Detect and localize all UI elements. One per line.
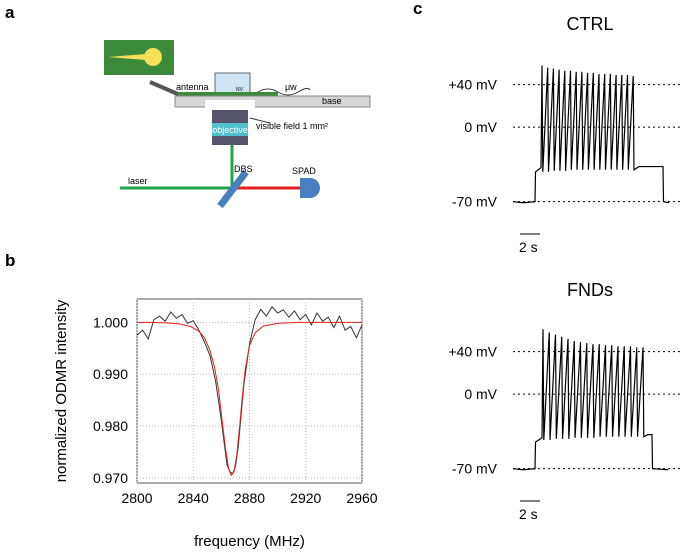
- chart-title: FNDs: [567, 280, 613, 300]
- label: visible field 1 mm²: [256, 121, 328, 131]
- y-tick-label: 0 mV: [464, 386, 497, 402]
- label: SPAD: [292, 166, 316, 176]
- y-tick-label: -70 mV: [452, 461, 498, 477]
- y-tick-label: 0.980: [93, 418, 128, 434]
- panel-label: c: [413, 0, 422, 18]
- label: NV: [236, 87, 244, 93]
- antenna-wire: [149, 80, 181, 97]
- x-tick-label: 2880: [234, 490, 265, 506]
- chart-title: CTRL: [566, 14, 613, 34]
- spad-detector: [300, 178, 320, 198]
- x-tick-label: 2800: [121, 490, 152, 506]
- dichroic: [217, 169, 249, 209]
- setup-diagram: antenna NV μw base objective visible fie…: [104, 40, 371, 209]
- chip: [178, 92, 278, 96]
- y-tick-label: 0.990: [93, 366, 128, 382]
- mw-cable: [257, 87, 311, 96]
- label: DBS: [234, 164, 253, 174]
- data-line: [137, 321, 362, 477]
- y-tick-label: +40 mV: [448, 77, 497, 93]
- y-tick-label: -70 mV: [452, 194, 498, 210]
- x-axis-label: frequency (MHz): [194, 533, 305, 550]
- dish: [214, 72, 251, 94]
- panel-label: b: [5, 251, 15, 270]
- label: laser: [128, 176, 148, 186]
- objective-band: [212, 123, 248, 136]
- y-axis-label: normalized ODMR intensity: [53, 299, 70, 482]
- antenna-track: [108, 54, 146, 60]
- y-tick-label: 0.970: [93, 470, 128, 486]
- label: base: [322, 96, 342, 106]
- antenna-loop: [144, 48, 162, 66]
- label: objective: [212, 125, 248, 135]
- scale-bar-label: 2 s: [519, 506, 538, 522]
- data-line: [136, 305, 363, 475]
- y-tick-label: 0 mV: [464, 119, 497, 135]
- field-pointer: [249, 117, 271, 124]
- y-tick-label: 1.000: [93, 314, 128, 330]
- panel-label: a: [5, 3, 15, 22]
- data-line: [512, 65, 670, 204]
- x-tick-label: 2920: [290, 490, 321, 506]
- y-tick-label: +40 mV: [448, 344, 497, 360]
- scale-bar-label: 2 s: [519, 239, 538, 255]
- label: μw: [285, 82, 297, 92]
- data-line: [512, 329, 669, 471]
- base-opening: [205, 100, 255, 108]
- x-tick-label: 2960: [346, 490, 377, 506]
- base-plate: [174, 95, 371, 108]
- label: antenna: [176, 82, 209, 92]
- x-tick-label: 2840: [178, 490, 209, 506]
